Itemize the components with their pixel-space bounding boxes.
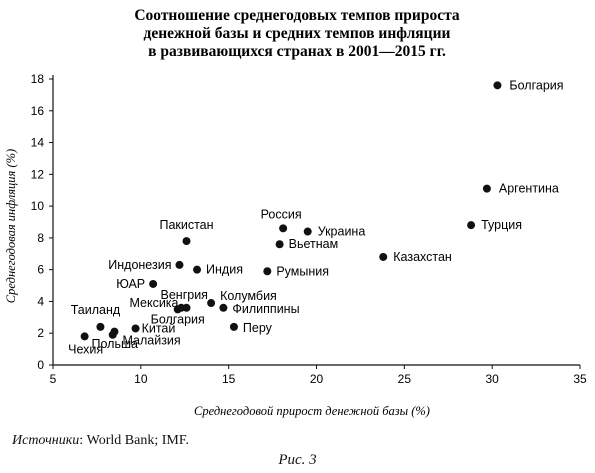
y-tick-label: 18 [31,72,45,86]
figure-caption: Рис. 3 [278,452,317,468]
data-point [263,267,272,276]
data-points: Болгария Аргентина Турция Казахстан Россия Ук… [68,78,563,356]
axes: 5 10 15 20 25 30 35 0 2 4 6 8 10 12 14 16 18 [31,72,587,386]
chart-title-line: Соотношение среднегодовых темпов прирост… [134,7,460,24]
x-tick-label: 10 [134,372,148,386]
x-tick-label: 5 [50,372,57,386]
y-axis-label: Среднегодовая инфляция (%) [4,149,18,303]
point-label: Пакистан [159,218,213,232]
y-tick-label: 6 [37,263,44,277]
y-tick-label: 2 [37,326,44,340]
point-label: Россия [261,207,302,221]
data-point [493,81,502,90]
data-point [193,265,202,274]
data-point [207,299,216,308]
point-label: Вьетнам [289,237,339,251]
x-tick-label: 20 [310,372,324,386]
point-label: Турция [481,218,522,232]
data-point [303,227,312,236]
point-label: Чехия [68,342,103,356]
data-point [467,221,476,230]
data-point [482,184,491,193]
point-label: Китай [142,321,176,335]
point-label: Казахстан [393,250,452,264]
x-tick-label: 30 [485,372,499,386]
data-point [379,252,388,261]
point-label: ЮАР [116,277,145,291]
point-label: Перу [243,321,273,335]
source-key: Источники [12,433,80,448]
y-tick-label: 0 [37,358,44,372]
point-label: Индия [206,263,243,277]
point-label: Болгария [509,78,563,92]
data-point [80,332,89,341]
x-axis-label: Среднегодовой прирост денежной базы (%) [194,404,430,418]
data-point [219,303,228,312]
point-label: Румыния [276,264,329,278]
point-label: Таиланд [71,303,121,317]
point-label: Индонезия [108,258,171,272]
point-label: Болгария [151,312,205,326]
scatter-chart: Соотношение среднегодовых темпов прирост… [4,7,587,418]
data-point [182,237,191,246]
point-label: Аргентина [499,182,559,196]
data-point [173,305,182,314]
x-tick-label: 15 [222,372,236,386]
y-tick-label: 16 [31,104,45,118]
source-note: Источники: World Bank; IMF. [12,433,189,449]
y-tick-label: 10 [31,199,45,213]
data-point [229,322,238,331]
y-tick-label: 4 [37,294,44,308]
data-point [279,224,288,233]
point-label: Малайзия [122,334,180,348]
data-point [275,240,284,249]
data-point [96,322,105,331]
source-text: : World Bank; IMF. [79,433,190,448]
point-label: Филиппины [232,302,299,316]
data-point [131,324,140,333]
data-point [175,260,184,269]
y-tick-label: 8 [37,231,44,245]
chart-title-line: в развивающихся странах в 2001—2015 гг. [148,43,446,60]
point-label: Венгрия [161,288,208,302]
data-point [182,303,191,312]
y-tick-label: 12 [31,167,45,181]
point-label: Колумбия [220,289,277,303]
data-point [149,279,158,288]
x-tick-label: 35 [573,372,587,386]
data-point [108,330,117,339]
chart-title: Соотношение среднегодовых темпов прирост… [134,7,460,60]
point-label: Украина [318,225,366,239]
chart-title-line: денежной базы и средних темпов инфляции [144,25,451,42]
y-tick-label: 14 [31,136,45,150]
point-label: Мексика [129,296,178,310]
x-tick-label: 25 [398,372,412,386]
point-label: Польша [92,337,138,351]
